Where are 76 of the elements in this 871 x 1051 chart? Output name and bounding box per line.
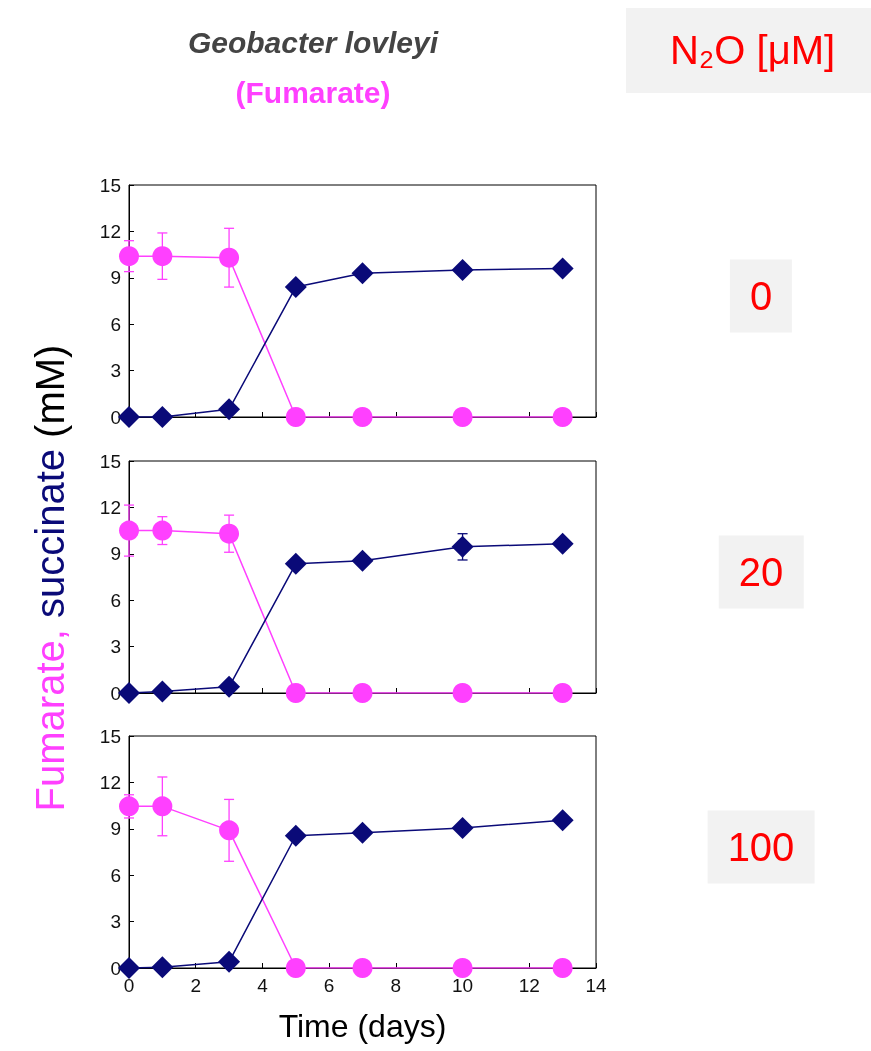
point (284, 824, 307, 847)
y-tick-label: 3 (110, 636, 121, 658)
x-tick-label: 0 (123, 975, 135, 996)
x-tick-label: 2 (190, 975, 201, 996)
text: 20 (718, 535, 804, 609)
point (218, 398, 241, 421)
x-tick-label: 14 (585, 975, 607, 996)
text: 100 (707, 810, 815, 884)
point (219, 523, 240, 544)
point (119, 520, 139, 541)
point (452, 407, 473, 427)
point (451, 259, 474, 282)
point (551, 809, 574, 832)
point (118, 406, 140, 428)
point (152, 520, 173, 541)
x-axis-title: Time (days) (278, 1008, 447, 1044)
point (285, 683, 306, 703)
chart-subtitle: (Fumarate) (234, 76, 392, 110)
point (551, 532, 574, 555)
point (352, 407, 373, 427)
point (352, 958, 373, 978)
x-tick-label: 10 (452, 975, 474, 996)
point (151, 956, 174, 979)
point (352, 683, 373, 703)
text: 0 (729, 259, 793, 333)
point (452, 958, 473, 978)
y-tick-label: 12 (99, 771, 121, 793)
point (351, 549, 374, 572)
point (151, 406, 174, 428)
point (118, 957, 140, 979)
y-tick-label: 0 (110, 957, 121, 979)
point (218, 675, 241, 698)
y-tick-label: 0 (110, 682, 121, 704)
y-tick-label: 6 (110, 864, 121, 886)
point (552, 958, 573, 978)
chart-title: Geobacter lovleyi (186, 26, 440, 60)
point (452, 683, 473, 703)
y-tick-label: 3 (110, 911, 121, 933)
text: N₂O [μM] (626, 8, 871, 93)
point (119, 246, 139, 267)
y-tick-label: 12 (99, 496, 121, 518)
point (451, 535, 474, 558)
point (285, 407, 306, 427)
point (551, 257, 574, 280)
point (151, 680, 174, 703)
y-tick-label: 6 (110, 589, 121, 611)
x-tick-label: 4 (257, 975, 269, 996)
y-tick-label: 15 (99, 725, 121, 747)
y-tick-label: 0 (110, 406, 121, 428)
point (351, 821, 374, 844)
y-axis-title: Fumarate, succinate (mM) (27, 344, 72, 812)
y-tick-label: 12 (99, 220, 121, 242)
point (284, 552, 307, 575)
point (284, 276, 307, 299)
y-tick-label: 6 (110, 313, 121, 335)
point (451, 817, 474, 840)
y-tick-label: 9 (110, 543, 121, 565)
point (552, 407, 573, 427)
y-tick-label: 9 (110, 818, 121, 840)
point (118, 682, 140, 704)
x-tick-label: 12 (518, 975, 540, 996)
point (152, 796, 173, 817)
x-tick-label: 8 (390, 975, 402, 996)
y-tick-label: 3 (110, 360, 121, 382)
point (218, 950, 241, 973)
point (552, 683, 573, 703)
point (351, 262, 374, 285)
y-tick-label: 15 (99, 174, 121, 196)
point (152, 246, 173, 267)
point (219, 820, 240, 841)
point (219, 247, 240, 268)
point (285, 958, 306, 978)
point (119, 796, 139, 817)
y-tick-label: 15 (99, 450, 121, 472)
y-tick-label: 9 (110, 267, 121, 289)
x-tick-label: 6 (323, 975, 335, 996)
